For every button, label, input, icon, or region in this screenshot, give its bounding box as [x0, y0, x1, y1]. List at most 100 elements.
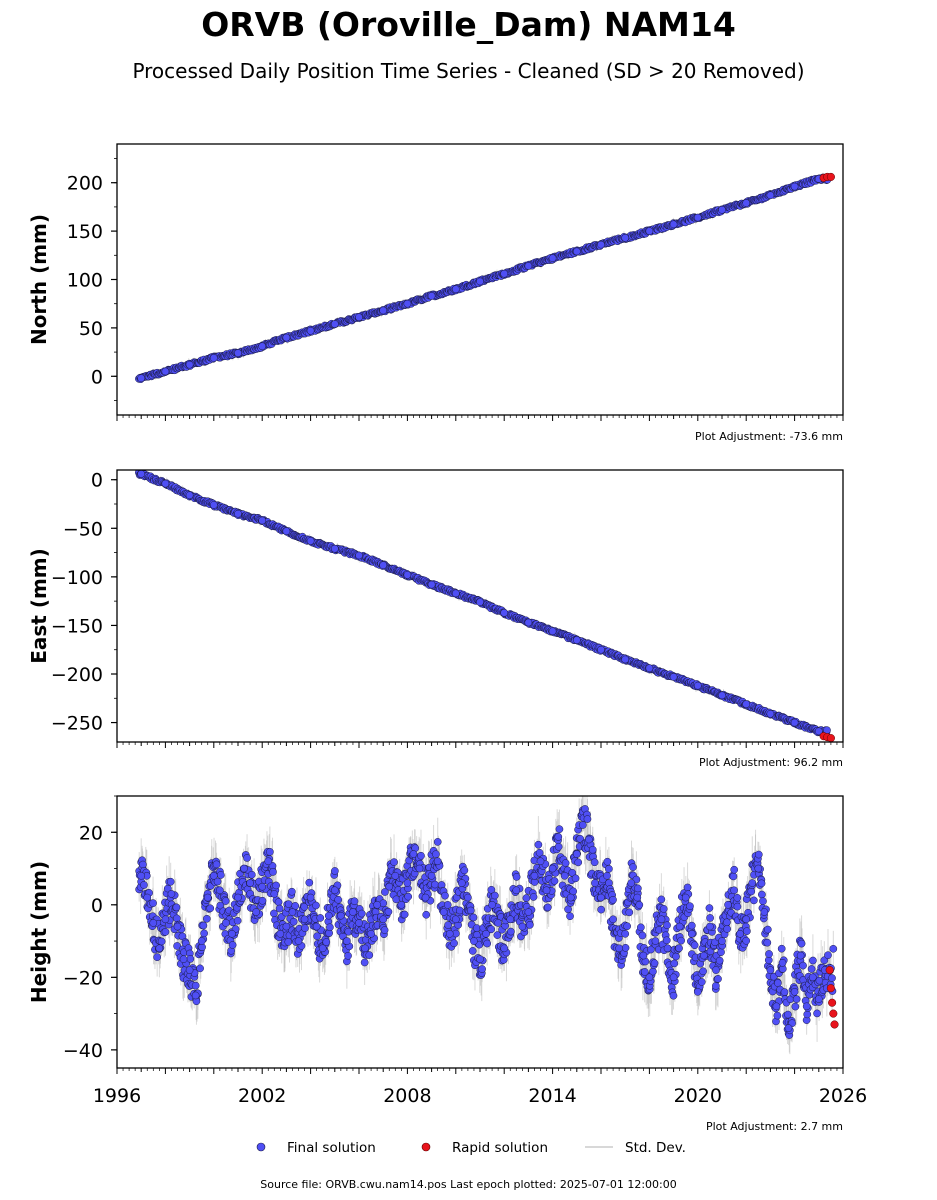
height-final-anchor-point: [324, 911, 333, 920]
height-final-point: [662, 936, 671, 945]
east-final-anchor-point: [161, 479, 170, 488]
height-final-point: [690, 941, 699, 950]
north-final-anchor-point: [669, 220, 678, 229]
east-final-anchor-point: [790, 718, 799, 727]
height-final-point: [266, 848, 274, 856]
height-final-anchor-point: [554, 842, 563, 851]
height-final-point: [554, 833, 563, 841]
height-final-point: [487, 925, 496, 934]
height-data: [135, 796, 839, 1055]
height-final-anchor-point: [518, 922, 527, 931]
height-final-point: [705, 904, 714, 912]
height-xtick-label: 2008: [383, 1085, 431, 1107]
north-final-anchor-point: [330, 320, 339, 328]
height-final-anchor-point: [415, 864, 424, 873]
height-plot-adjustment: Plot Adjustment: 2.7 mm: [706, 1120, 843, 1133]
height-final-point: [634, 884, 642, 893]
height-final-point: [714, 975, 722, 983]
height-final-point: [487, 885, 496, 894]
height-final-anchor-point: [167, 890, 176, 898]
height-final-point: [466, 906, 475, 915]
height-final-point: [312, 901, 320, 910]
height-final-anchor-point: [318, 944, 327, 953]
east-ytick-label: −150: [51, 615, 103, 637]
north-final-anchor-point: [766, 191, 775, 200]
height-final-anchor-point: [173, 922, 182, 931]
height-final-point: [272, 881, 280, 890]
height-final-anchor-point: [621, 929, 630, 938]
height-final-anchor-point: [524, 908, 533, 916]
height-final-point: [813, 1009, 821, 1018]
height-final-point: [757, 879, 766, 888]
east-final-anchor-point: [621, 655, 630, 664]
east-ytick-label: −250: [51, 713, 103, 735]
height-final-point: [380, 926, 389, 934]
height-final-point: [233, 916, 242, 925]
height-final-anchor-point: [784, 1024, 793, 1032]
height-final-point: [672, 952, 680, 961]
height-final-point: [747, 887, 756, 896]
height-final-point: [534, 840, 543, 849]
east-plot-adjustment: Plot Adjustment: 96.2 mm: [699, 756, 843, 769]
east-final-anchor-point: [645, 664, 654, 673]
height-final-point: [441, 891, 449, 900]
east-final-anchor-point: [379, 561, 388, 570]
height-final-point: [647, 945, 655, 954]
height-final-anchor-point: [651, 937, 660, 945]
height-final-point: [491, 891, 499, 900]
height-final-point: [733, 893, 742, 902]
height-final-point: [200, 929, 208, 938]
height-final-anchor-point: [706, 922, 714, 931]
east-final-anchor-point: [209, 501, 218, 509]
height-final-anchor-point: [633, 893, 642, 902]
height-final-point: [468, 947, 477, 955]
east-data: [135, 470, 835, 742]
height-final-point: [506, 927, 515, 936]
height-final-point: [196, 964, 204, 973]
height-final-point: [173, 942, 181, 950]
height-final-anchor-point: [536, 857, 545, 866]
height-final-point: [478, 965, 486, 973]
height-final-point: [469, 913, 478, 922]
height-final-point: [625, 908, 634, 917]
height-final-point: [202, 914, 211, 923]
height-final-anchor-point: [476, 955, 484, 964]
east-final-anchor-point: [234, 509, 242, 518]
height-final-anchor-point: [772, 1002, 781, 1011]
height-final-anchor-point: [796, 951, 805, 960]
east-final-anchor-point: [282, 527, 291, 536]
east-final-anchor-point: [185, 491, 194, 500]
north-final-anchor-point: [597, 240, 605, 249]
height-final-anchor-point: [379, 915, 388, 924]
north-final-anchor-point: [427, 292, 436, 300]
north-ylabel: North (mm): [27, 214, 51, 345]
figure-title: ORVB (Oroville_Dam) NAM14: [201, 5, 736, 44]
height-ylabel: Height (mm): [27, 861, 51, 1003]
height-final-anchor-point: [808, 973, 817, 982]
height-ytick-label: 0: [91, 895, 103, 917]
height-final-anchor-point: [391, 871, 400, 880]
height-final-point: [742, 936, 751, 945]
height-final-anchor-point: [548, 864, 557, 873]
east-final-anchor-point: [718, 691, 726, 700]
height-final-anchor-point: [560, 871, 569, 880]
east-final-anchor-point: [500, 608, 509, 617]
height-final-anchor-point: [693, 987, 702, 996]
height-final-point: [777, 944, 786, 953]
height-final-anchor-point: [264, 857, 273, 866]
height-final-point: [828, 974, 836, 982]
north-final-anchor-point: [718, 205, 726, 214]
height-final-anchor-point: [403, 879, 412, 887]
height-final-point: [657, 895, 666, 904]
height-final-point: [166, 877, 175, 886]
height-final-anchor-point: [294, 937, 303, 945]
height-final-anchor-point: [566, 893, 575, 902]
height-final-anchor-point: [288, 908, 297, 916]
height-ytick-label: −40: [63, 1040, 103, 1062]
height-final-anchor-point: [790, 987, 799, 996]
height-final-point: [765, 950, 773, 958]
height-final-point: [431, 880, 439, 889]
height-final-point: [675, 944, 683, 953]
east-final-anchor-point: [427, 580, 436, 589]
height-final-point: [140, 881, 148, 889]
